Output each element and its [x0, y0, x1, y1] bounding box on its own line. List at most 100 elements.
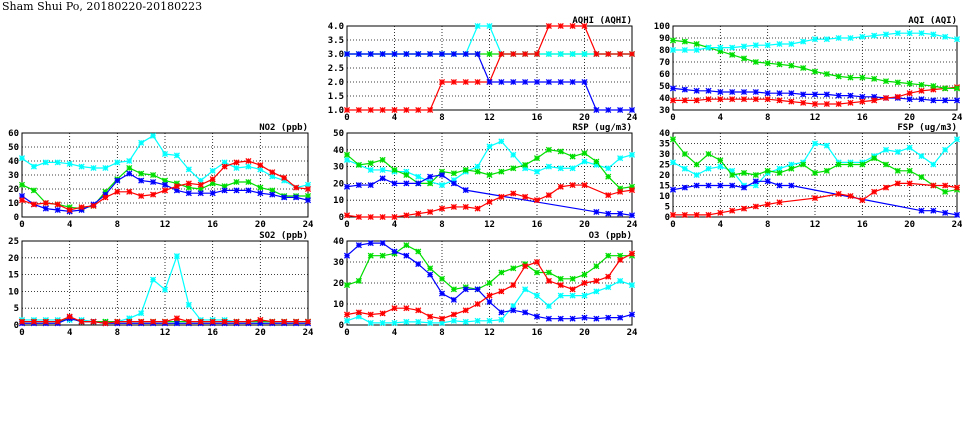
point-marker	[257, 166, 264, 173]
data-point-green	[486, 279, 493, 287]
data-point-green	[859, 161, 866, 168]
point-marker	[304, 185, 312, 193]
x-tick-label: 16	[857, 220, 868, 230]
x-tick-label: 24	[627, 328, 638, 338]
data-point-blue	[209, 190, 216, 197]
data-point-green	[669, 136, 677, 143]
point-marker	[581, 271, 588, 278]
point-marker	[138, 139, 145, 146]
x-tick-label: 20	[579, 113, 590, 123]
data-point-red	[30, 318, 37, 325]
x-tick-label: 0	[670, 113, 675, 123]
point-marker	[391, 106, 398, 114]
x-tick-label: 12	[160, 220, 171, 230]
data-point-red	[628, 187, 636, 194]
data-point-cyan	[882, 146, 890, 153]
point-marker	[438, 319, 446, 326]
data-point-red	[811, 100, 819, 108]
data-point-red	[150, 318, 157, 325]
data-point-cyan	[617, 277, 624, 284]
data-point-green	[66, 204, 73, 211]
point-marker	[355, 309, 362, 316]
data-point-red	[617, 50, 624, 58]
point-marker	[379, 310, 386, 317]
y-tick-label: 10	[8, 199, 19, 209]
point-marker	[90, 202, 97, 209]
data-point-cyan	[705, 44, 712, 51]
point-marker	[233, 178, 240, 186]
point-marker	[740, 55, 748, 62]
point-marker	[403, 318, 410, 325]
data-point-blue	[403, 50, 410, 58]
point-marker	[30, 187, 37, 194]
data-point-green	[367, 160, 374, 167]
data-point-blue	[403, 180, 410, 187]
point-marker	[281, 177, 288, 184]
point-marker	[403, 212, 410, 219]
data-point-red	[871, 97, 878, 104]
point-marker	[752, 203, 759, 210]
x-tick-label: 0	[670, 220, 675, 230]
data-point-red	[705, 211, 712, 218]
point-marker	[415, 173, 422, 180]
point-marker	[729, 96, 736, 103]
data-point-green	[918, 81, 925, 88]
point-marker	[906, 96, 913, 103]
x-tick-label: 12	[810, 113, 821, 123]
data-point-blue	[42, 205, 49, 212]
point-marker	[681, 211, 688, 218]
point-marker	[522, 161, 529, 168]
data-point-red	[197, 318, 204, 325]
data-point-blue	[486, 298, 493, 305]
y-tick-label: 50	[659, 82, 670, 92]
data-point-red	[859, 98, 866, 105]
data-point-red	[281, 318, 288, 325]
data-point-green	[438, 275, 446, 282]
data-point-green	[486, 50, 493, 58]
x-tick-label: 16	[207, 220, 218, 230]
data-point-red	[450, 311, 457, 318]
point-marker	[894, 30, 901, 37]
point-marker	[486, 292, 493, 299]
data-point-red	[605, 50, 612, 58]
data-point-red	[835, 190, 842, 197]
point-marker	[930, 97, 937, 104]
point-marker	[90, 318, 97, 325]
point-marker	[462, 78, 469, 86]
point-marker	[486, 298, 493, 305]
data-point-red	[581, 182, 588, 189]
data-point-cyan	[138, 139, 145, 146]
point-marker	[30, 201, 37, 208]
point-marker	[894, 79, 901, 86]
data-point-red	[126, 188, 133, 195]
point-marker	[953, 184, 961, 191]
point-marker	[367, 166, 374, 174]
point-marker	[811, 195, 819, 202]
data-point-red	[557, 183, 564, 190]
data-point-blue	[545, 78, 552, 86]
data-point-red	[367, 106, 374, 114]
point-marker	[114, 177, 121, 184]
point-marker	[498, 193, 505, 200]
data-point-green	[522, 161, 529, 168]
point-marker	[379, 213, 386, 221]
data-point-blue	[605, 210, 612, 217]
x-tick-label: 16	[532, 328, 543, 338]
point-marker	[569, 78, 576, 86]
data-point-red	[882, 184, 890, 191]
data-point-cyan	[942, 33, 949, 40]
point-marker	[918, 30, 925, 37]
x-tick-label: 12	[484, 328, 495, 338]
point-marker	[823, 100, 830, 108]
data-point-blue	[450, 50, 457, 58]
point-marker	[427, 319, 434, 326]
point-marker	[593, 106, 600, 114]
point-marker	[776, 90, 783, 97]
data-point-red	[681, 97, 688, 104]
point-marker	[293, 184, 300, 191]
chart-panel: 0 4 8 12 16 20 24 0 5 10 15 20 25 SO2 (ppb)	[8, 231, 314, 338]
point-marker	[729, 167, 736, 174]
point-marker	[605, 210, 612, 217]
point-marker	[427, 173, 434, 180]
point-marker	[752, 178, 759, 185]
